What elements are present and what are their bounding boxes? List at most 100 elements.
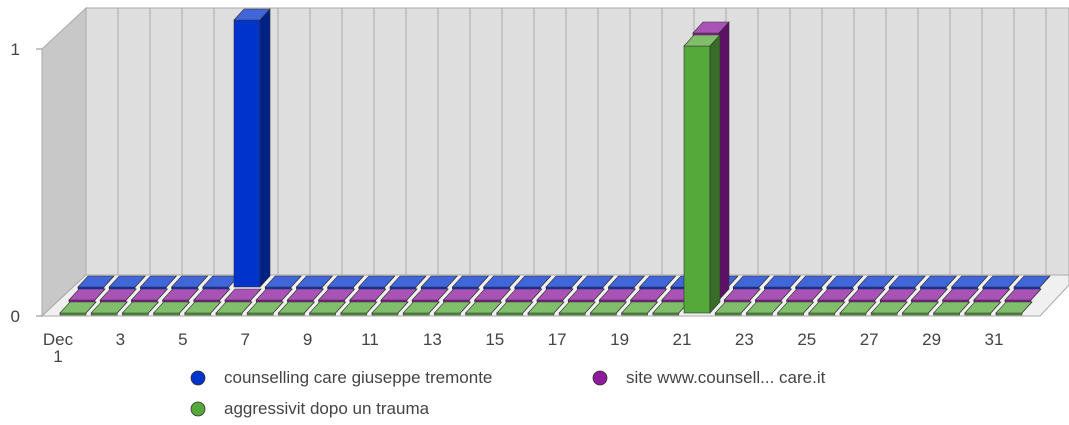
left-wall (41, 6, 87, 318)
bar-side (977, 275, 988, 288)
bar-side (344, 288, 355, 301)
bar (536, 288, 574, 303)
bar (349, 288, 387, 303)
bar-side (384, 275, 396, 288)
bar-side (219, 288, 231, 301)
bar-side (834, 301, 846, 314)
bar (433, 301, 472, 316)
bar (255, 288, 293, 303)
bar-side (478, 275, 489, 288)
bar-side (821, 275, 832, 288)
bar-side (553, 301, 565, 314)
bar (950, 275, 989, 290)
bar (808, 301, 846, 316)
bar (598, 288, 637, 303)
bar (224, 288, 262, 303)
bar (442, 288, 481, 303)
bar-side (375, 288, 387, 301)
bar-side (406, 288, 418, 301)
bar-side (397, 301, 409, 314)
bar (496, 301, 534, 316)
bar (277, 301, 316, 316)
bar (558, 301, 596, 316)
bar-side (446, 275, 458, 288)
bar-side (491, 301, 502, 314)
bar-side (531, 288, 543, 301)
bar-side (571, 275, 583, 288)
bar (90, 301, 128, 316)
bar-side (625, 288, 636, 301)
bar-side (1008, 275, 1020, 288)
x-tick-label: 3 (115, 330, 126, 349)
bar (826, 275, 864, 290)
bar-side (1039, 275, 1051, 288)
bar-side (428, 301, 440, 314)
x-tick-label: 23 (734, 330, 754, 349)
bar-side (999, 288, 1011, 301)
bar-side (803, 301, 814, 314)
bar-side (602, 275, 614, 288)
bar (638, 275, 677, 290)
bar-side (665, 275, 676, 288)
bar-side (990, 301, 1002, 314)
bar-side (772, 301, 783, 314)
bar-side (85, 301, 97, 314)
bar-side (313, 288, 324, 301)
x-tick-label: 25 (797, 330, 817, 349)
bar (77, 275, 115, 290)
bar (982, 275, 1020, 290)
bar (193, 288, 231, 303)
bar-side (959, 301, 970, 314)
bar-side (179, 301, 190, 314)
bar (308, 301, 347, 316)
bar-side (758, 275, 770, 288)
bar-side (883, 275, 895, 288)
bar (857, 275, 895, 290)
bar-side (865, 301, 877, 314)
bar (763, 275, 802, 290)
bar-side (157, 288, 168, 301)
bar (1004, 288, 1042, 303)
bar-side (593, 288, 605, 301)
bar-side (116, 301, 128, 314)
bar (402, 301, 440, 316)
bar-side (353, 275, 364, 288)
bar (411, 288, 449, 303)
bar (839, 301, 877, 316)
bar (264, 275, 302, 290)
bar-side (905, 288, 917, 301)
back-wall (85, 7, 1069, 276)
bar-side (125, 288, 137, 301)
x-tick-label: 31 (984, 330, 1004, 349)
bar-side (437, 288, 449, 301)
bar-side (134, 275, 146, 288)
bar-side (281, 288, 293, 301)
bar (246, 301, 284, 316)
bar-side (259, 8, 271, 288)
bar (184, 301, 222, 316)
bar-side (781, 288, 792, 301)
legend-marker (190, 401, 206, 417)
bar (964, 301, 1002, 316)
bar (745, 301, 784, 316)
x-tick-label: 17 (547, 330, 567, 349)
bar-front (683, 45, 711, 314)
bar (794, 275, 833, 290)
x-tick-label: Dec 1 (42, 330, 74, 366)
bar (215, 301, 253, 316)
bar (152, 301, 191, 316)
bar (870, 301, 908, 316)
bar-side (241, 301, 253, 314)
bar (170, 275, 209, 290)
bar (714, 301, 752, 316)
bar (723, 288, 761, 303)
bar (620, 301, 659, 316)
bar (683, 34, 721, 314)
bar-side (843, 288, 855, 301)
x-tick-label: 11 (361, 330, 379, 349)
bar-side (616, 301, 627, 314)
bar-side (749, 288, 761, 301)
bar (340, 301, 378, 316)
bar-side (852, 275, 864, 288)
